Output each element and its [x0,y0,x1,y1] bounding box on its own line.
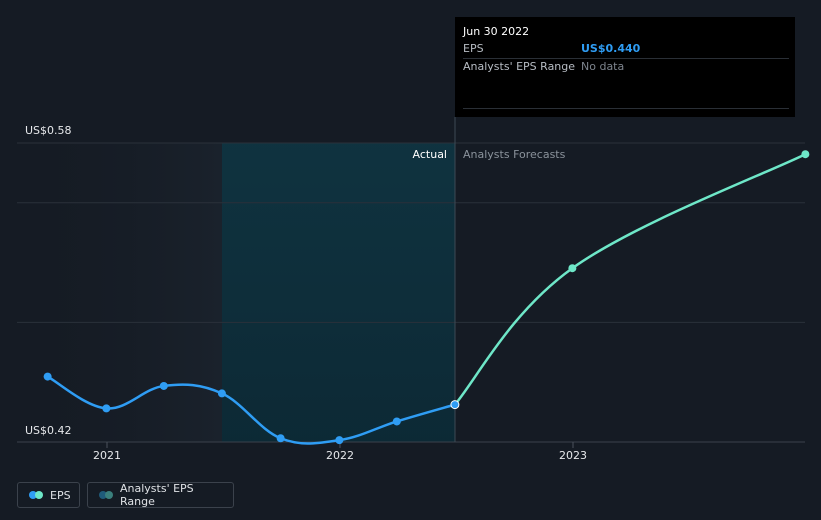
eps-legend-icon [29,491,43,499]
eps-hover-point[interactable] [450,400,460,410]
x-tick-label: 2021 [93,449,121,462]
eps-actual-point[interactable] [392,417,401,426]
tooltip-eps-value: US$0.440 [581,42,641,55]
tooltip-divider [463,108,789,109]
tooltip-date: Jun 30 2022 [463,25,530,38]
eps-actual-point[interactable] [43,372,52,381]
tooltip-range-value: No data [581,60,625,73]
eps-forecast-line [453,153,806,406]
grid-lines [17,142,805,443]
legend-range-button[interactable]: Analysts' EPS Range [87,482,234,508]
past-shade-region [17,143,222,442]
eps-actual-point[interactable] [276,434,285,443]
forecast-label: Analysts Forecasts [463,148,566,161]
legend-range-label: Analysts' EPS Range [120,482,194,508]
x-tick-label: 2023 [559,449,587,462]
tooltip: Jun 30 2022 EPS US$0.440 Analysts' EPS R… [455,17,795,117]
eps-actual-point[interactable] [159,381,168,390]
legend-eps-label: EPS [50,488,71,502]
eps-forecast-point[interactable] [801,150,810,159]
y-label-top: US$0.58 [25,124,72,137]
eps-actual-point[interactable] [335,436,344,445]
legend-eps-button[interactable]: EPS [17,482,80,508]
tooltip-range-row: Analysts' EPS Range No data [463,58,789,76]
actual-label: Actual [413,148,447,161]
tooltip-eps-row: EPS US$0.440 [463,40,789,59]
range-legend-icon [99,491,113,499]
eps-actual-point[interactable] [102,404,111,413]
x-axis: 2021 2022 2023 [93,442,587,462]
eps-forecast-point[interactable] [568,264,577,273]
eps-chart: US$0.58 US$0.42 Actual Analysts Forecast… [17,117,810,462]
x-tick-label: 2022 [326,449,354,462]
eps-actual-point[interactable] [217,389,226,398]
tooltip-range-label: Analysts' EPS Range [463,60,576,73]
eps-points [43,150,810,445]
actual-highlight-region [222,143,455,442]
tooltip-eps-label: EPS [463,42,484,55]
y-label-bottom: US$0.42 [25,424,72,437]
